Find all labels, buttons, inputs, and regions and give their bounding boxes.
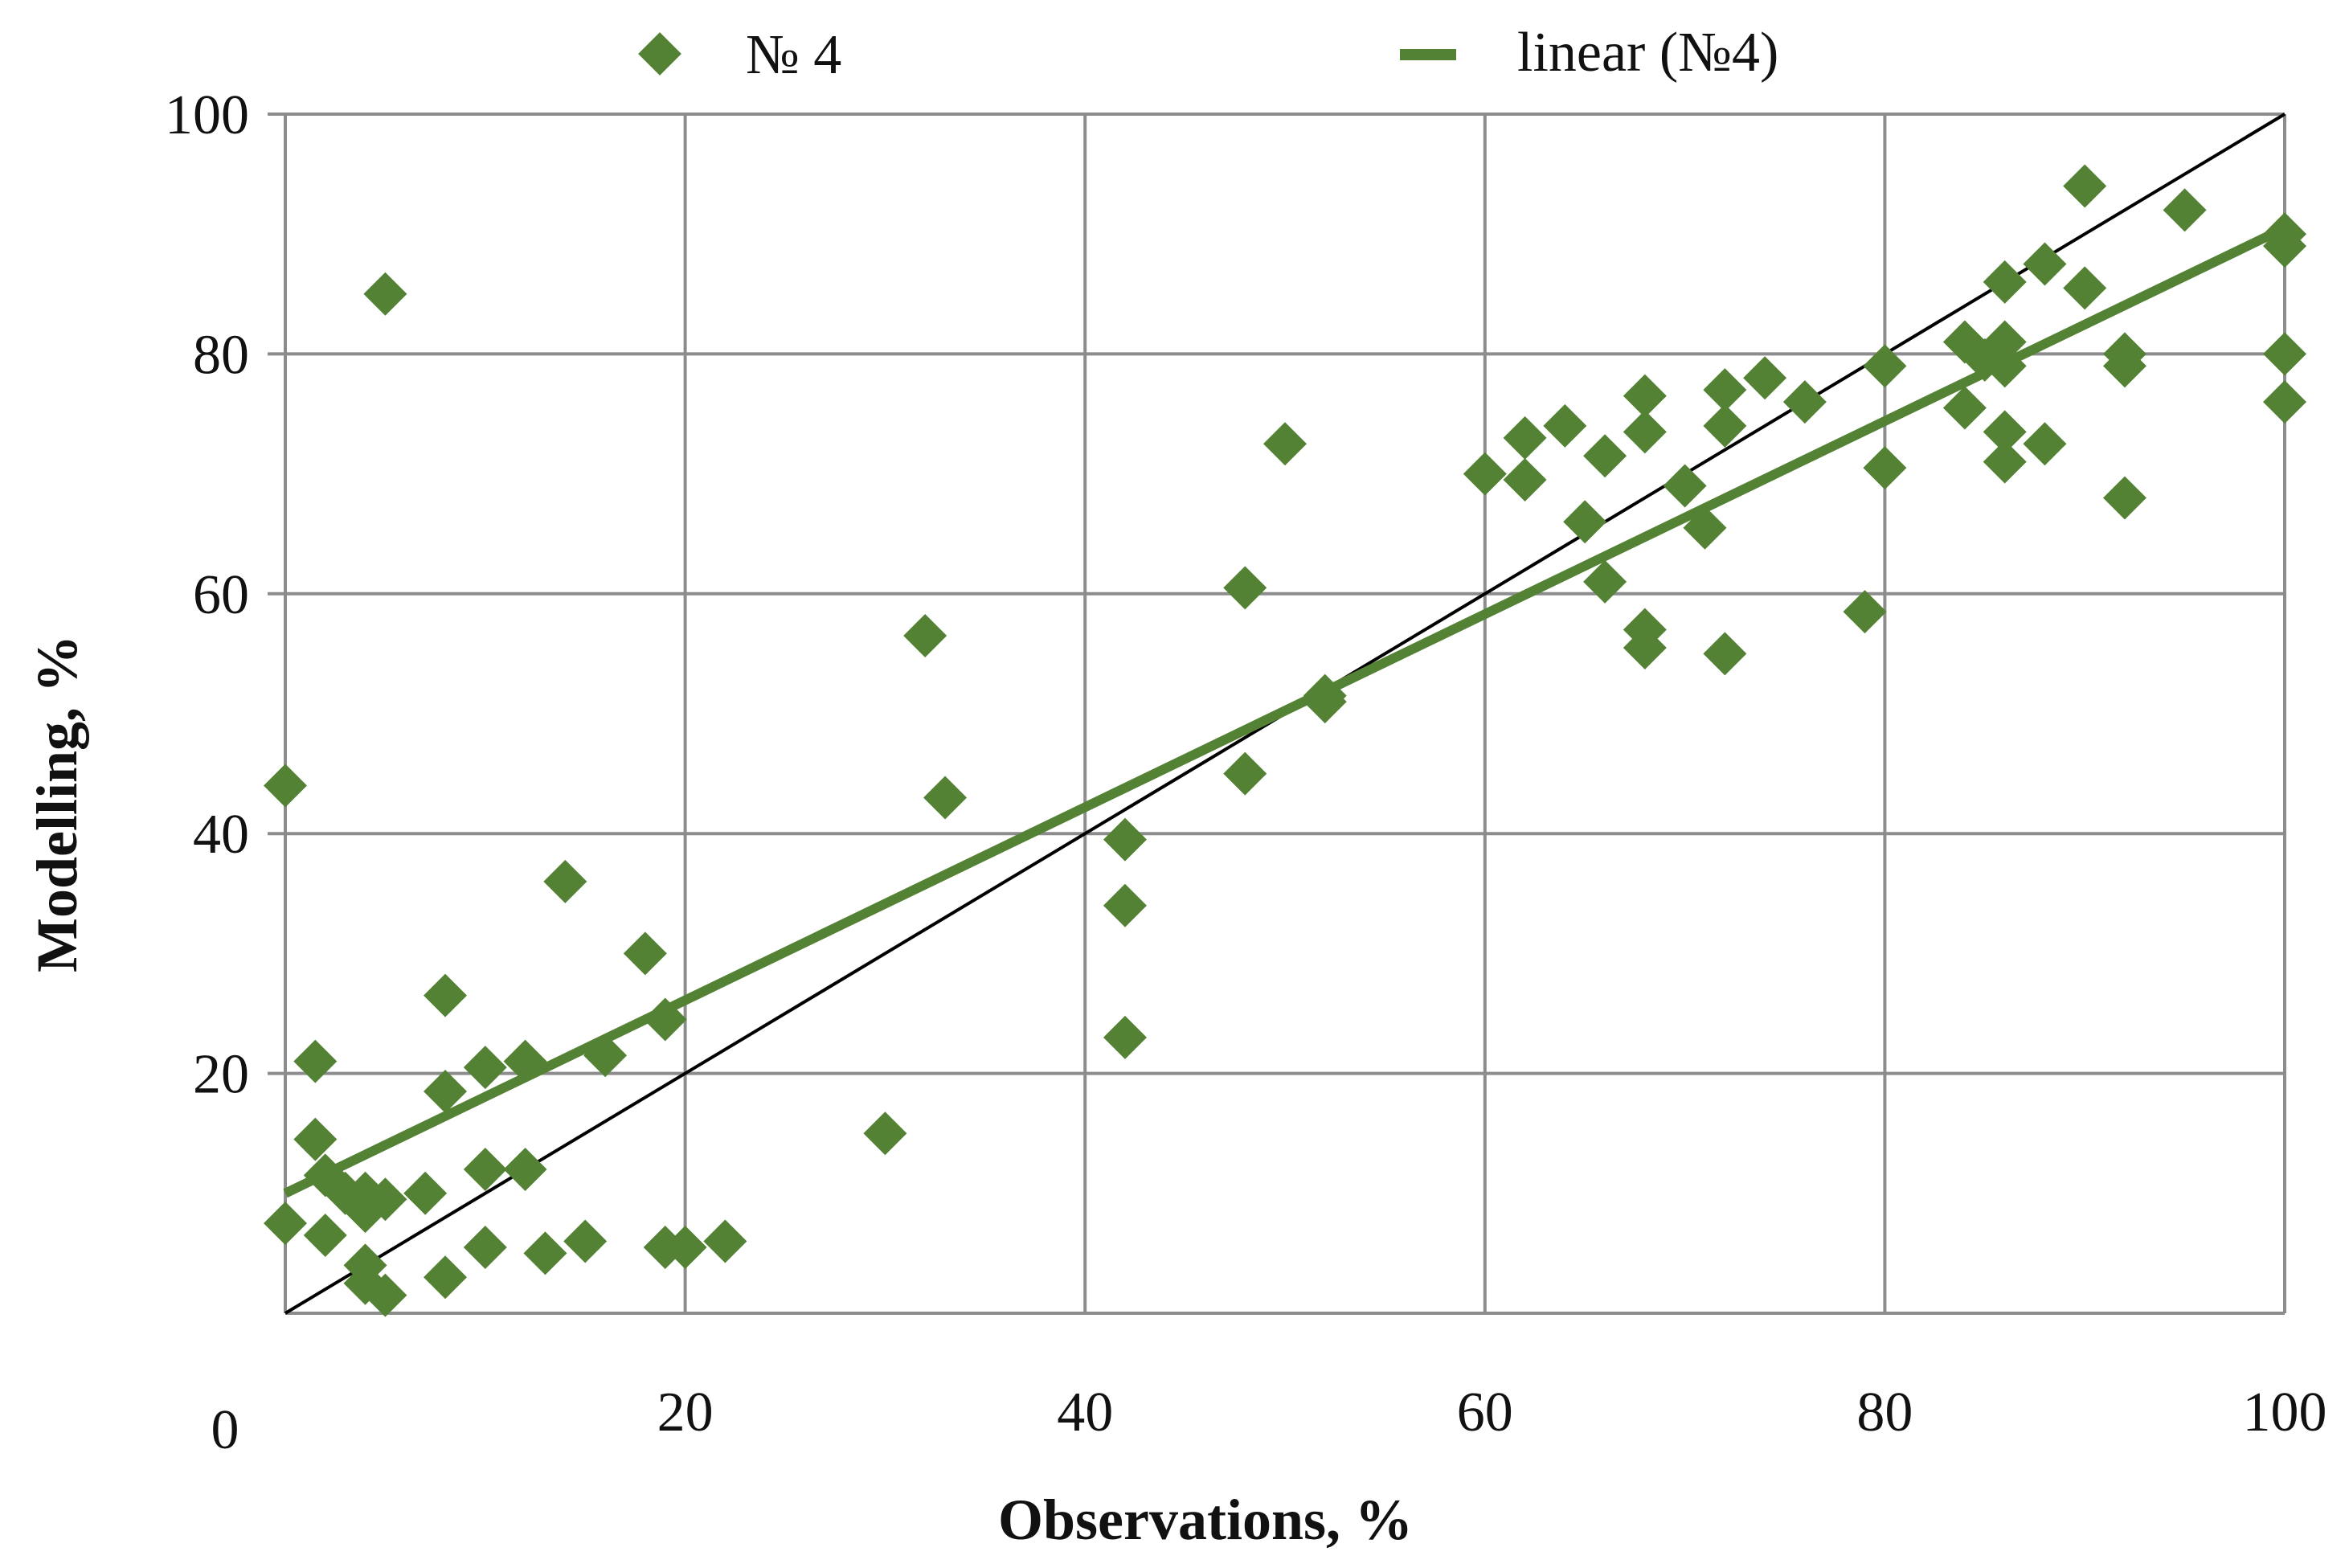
data-point bbox=[2263, 380, 2306, 424]
trend-line bbox=[283, 223, 2287, 1198]
data-point bbox=[583, 1034, 628, 1078]
data-point bbox=[1503, 458, 1547, 502]
y-tick-label: 40 bbox=[193, 804, 249, 866]
data-point bbox=[1303, 680, 1347, 724]
data-point bbox=[523, 1231, 567, 1275]
data-point bbox=[1623, 374, 1667, 418]
data-point bbox=[303, 1214, 347, 1258]
linear-trend-line bbox=[283, 223, 2287, 1198]
x-tick-label: 40 bbox=[1057, 1382, 1113, 1443]
data-point bbox=[1942, 386, 1987, 430]
data-point bbox=[1583, 434, 1627, 478]
data-point bbox=[424, 973, 468, 1017]
y-tick-label: 100 bbox=[165, 84, 249, 146]
legend-line-marker bbox=[1400, 49, 1456, 60]
data-point bbox=[1563, 500, 1607, 544]
data-point bbox=[2163, 188, 2207, 232]
data-point bbox=[1663, 464, 1707, 508]
data-point bbox=[1103, 1015, 1147, 1059]
data-point bbox=[1843, 590, 1887, 634]
data-point bbox=[1863, 446, 1907, 490]
data-point bbox=[1223, 566, 1267, 610]
y-tick-label: 80 bbox=[193, 324, 249, 386]
data-point bbox=[663, 1225, 707, 1269]
data-point bbox=[363, 1177, 407, 1222]
data-point bbox=[1782, 380, 1827, 424]
y-axis-title: Modelling, % bbox=[25, 635, 89, 972]
data-point bbox=[1223, 751, 1267, 796]
data-point bbox=[1583, 559, 1627, 604]
data-point bbox=[363, 1273, 407, 1317]
data-point bbox=[2263, 332, 2306, 376]
data-point bbox=[903, 614, 947, 658]
data-point bbox=[503, 1039, 547, 1083]
data-point bbox=[1703, 368, 1747, 412]
data-point bbox=[1103, 817, 1147, 862]
data-point bbox=[1983, 410, 2027, 454]
y-tick-label: 60 bbox=[193, 564, 249, 626]
data-point bbox=[363, 272, 407, 316]
data-point bbox=[463, 1225, 507, 1269]
data-point bbox=[703, 1219, 747, 1263]
data-point bbox=[503, 1147, 547, 1191]
data-point bbox=[264, 764, 307, 808]
data-point bbox=[563, 1219, 608, 1263]
data-point bbox=[2023, 242, 2067, 286]
data-point bbox=[923, 776, 968, 820]
data-point bbox=[1743, 356, 1787, 400]
legend: № 4 linear (№4) bbox=[638, 22, 1778, 86]
data-point bbox=[1683, 506, 1727, 550]
legend-diamond-marker bbox=[638, 32, 681, 76]
data-point bbox=[264, 1202, 307, 1246]
data-point bbox=[623, 931, 667, 976]
tick-labels: 20 40 60 80 100 0 20 40 60 80 100 bbox=[165, 84, 2327, 1461]
data-point bbox=[1703, 403, 1747, 448]
data-point bbox=[293, 1117, 338, 1161]
legend-label-series: № 4 bbox=[746, 24, 841, 86]
data-point bbox=[1703, 632, 1747, 676]
data-point bbox=[1983, 440, 2027, 484]
data-point bbox=[863, 1112, 907, 1156]
data-point bbox=[1863, 344, 1907, 388]
data-point bbox=[1503, 416, 1547, 460]
scatter-points bbox=[264, 164, 2306, 1317]
data-point bbox=[1623, 410, 1667, 454]
x-tick-label: 60 bbox=[1457, 1382, 1513, 1443]
data-point bbox=[1623, 625, 1667, 669]
data-point bbox=[2263, 224, 2306, 268]
data-point bbox=[403, 1171, 448, 1215]
data-point bbox=[2023, 422, 2067, 466]
data-point bbox=[1463, 452, 1507, 496]
x-tick-label: 100 bbox=[2243, 1382, 2327, 1443]
data-point bbox=[2102, 344, 2146, 388]
data-point bbox=[424, 1069, 468, 1113]
data-point bbox=[463, 1147, 507, 1191]
y-tick-label: 20 bbox=[193, 1044, 249, 1106]
data-point bbox=[293, 1039, 338, 1083]
data-point bbox=[463, 1046, 507, 1090]
data-point bbox=[1983, 344, 2027, 388]
data-point bbox=[1263, 422, 1307, 466]
data-point bbox=[424, 1255, 468, 1300]
data-point bbox=[543, 859, 587, 903]
x-tick-label: 80 bbox=[1856, 1382, 1913, 1443]
data-point bbox=[2063, 164, 2107, 208]
x-tick-label: 20 bbox=[657, 1382, 714, 1443]
data-point bbox=[2102, 476, 2146, 520]
data-point bbox=[1103, 883, 1147, 927]
grid bbox=[268, 113, 2286, 1315]
data-point bbox=[1983, 260, 2027, 304]
data-point bbox=[1543, 403, 1587, 448]
data-point bbox=[643, 997, 687, 1042]
data-point bbox=[1983, 320, 2027, 364]
legend-label-trend: linear (№4) bbox=[1517, 22, 1778, 84]
data-point bbox=[2063, 266, 2107, 310]
x-axis-title: Observations, % bbox=[998, 1488, 1413, 1552]
x-tick-label: 0 bbox=[211, 1399, 239, 1461]
